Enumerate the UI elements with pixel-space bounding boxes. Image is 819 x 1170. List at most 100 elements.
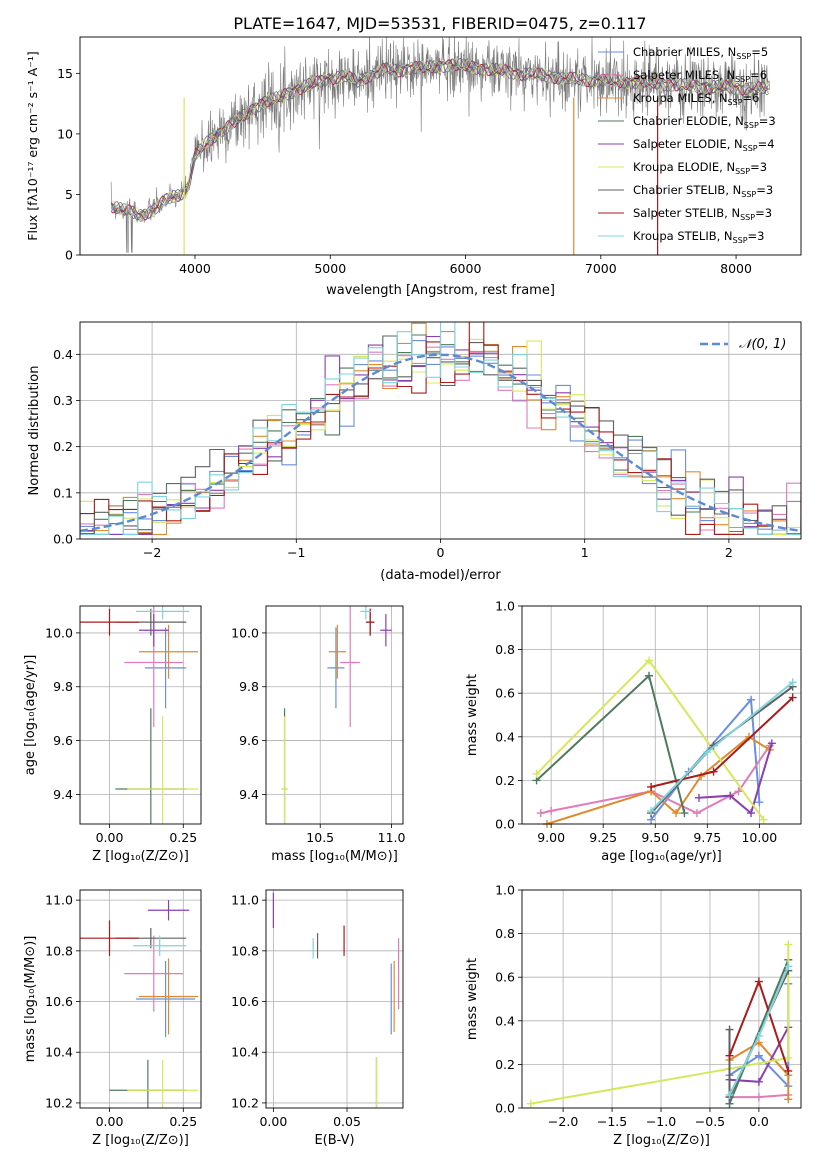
mass-weight-marker: [647, 806, 656, 815]
mass-weight-marker: [784, 1095, 793, 1104]
y-tick-label: 10.0: [45, 625, 73, 640]
mass-weight-marker: [680, 809, 689, 818]
x-tick-label: 2: [725, 545, 733, 560]
axes-frame: [265, 605, 404, 825]
y-tick-label: 0.0: [495, 1101, 515, 1116]
x-tick-label: −1: [287, 545, 305, 560]
legend-subscript: SSP: [743, 144, 758, 153]
axes-frame: [79, 321, 802, 540]
legend-subscript: SSP: [744, 121, 759, 130]
mass-weight-marker: [788, 693, 797, 702]
mass-weight-marker: [754, 977, 763, 986]
mass-weight-marker: [645, 671, 654, 680]
mass-weight-marker: [703, 748, 712, 757]
legend-suffix: =6: [743, 91, 760, 105]
x-tick-label: 11.0: [378, 830, 406, 845]
y-axis-label: mass [log₁₀(M/M⊙)]: [23, 936, 38, 1063]
y-tick-label: 9.8: [239, 679, 259, 694]
legend-label: Kroupa ELODIE, NSSP=3: [633, 160, 767, 176]
x-tick-label: 0.00: [96, 830, 124, 845]
y-tick-label: 1.0: [495, 599, 515, 614]
y-tick-label: 9.8: [53, 679, 73, 694]
legend-suffix: =3: [756, 183, 773, 197]
x-tick-label: 0.25: [169, 1114, 197, 1129]
x-tick-label: 0.25: [169, 830, 197, 845]
legend-label: Salpeter STELIB, NSSP=3: [633, 206, 772, 222]
mass-weight-line: [698, 743, 773, 815]
legend-suffix: =3: [748, 229, 765, 243]
x-axis-label: Z [log₁₀(Z/Z⊙)]: [613, 1133, 710, 1148]
mass-weight-marker: [754, 1077, 763, 1086]
mass-weight-marker: [784, 1053, 793, 1062]
y-tick-label: 10.6: [45, 994, 73, 1009]
model-spectrum-line: [110, 59, 769, 223]
legend-subscript: SSP: [735, 167, 750, 176]
x-axis-label: (data-model)/error: [380, 568, 501, 583]
mass-weight-marker: [759, 815, 768, 824]
y-tick-label: 10.4: [45, 1045, 73, 1060]
axes-frame: [79, 605, 202, 825]
y-tick-label: 1.0: [495, 883, 515, 898]
y-tick-label: 0.6: [495, 686, 515, 701]
x-tick-label: −2: [143, 545, 161, 560]
mass-weight-marker: [788, 678, 797, 687]
x-tick-label: 5000: [314, 261, 346, 276]
x-tick-label: 10.5: [306, 830, 334, 845]
legend-subscript: SSP: [733, 236, 748, 245]
legend-label: Chabrier MILES, NSSP=5: [633, 45, 768, 61]
axes-frame: [521, 605, 802, 825]
mass-weight-marker: [645, 656, 654, 665]
x-tick-label: 0: [437, 545, 445, 560]
mass-weight-line: [650, 697, 761, 821]
mass-weight-marker: [784, 1066, 793, 1075]
mass-weight-marker: [647, 782, 656, 791]
y-axis-label: Flux [fλ10⁻¹⁷ erg cm⁻² s⁻¹ A⁻¹]: [25, 51, 40, 240]
age-vs-metallicity-plot: 0.00 0.25 9.4 9.6 9.8 10.0 Z [log₁₀(Z/Z⊙)] age …: [23, 605, 202, 864]
y-tick-label: 10.8: [231, 943, 259, 958]
legend-subscript: SSP: [728, 98, 743, 107]
y-tick-label: 10.4: [231, 1045, 259, 1060]
y-axis-label: age [log₁₀(age/yr)]: [23, 655, 38, 776]
mass-weight-marker: [547, 806, 556, 815]
legend-label: Salpeter ELODIE, NSSP=4: [633, 137, 775, 153]
y-tick-label: 0.2: [495, 1057, 515, 1072]
y-tick-label: 0.0: [53, 532, 73, 547]
mass-weight-marker: [747, 809, 756, 818]
y-tick-label: 10.0: [231, 625, 259, 640]
legend-subscript: SSP: [735, 75, 750, 84]
y-tick-label: 0.4: [495, 1013, 515, 1028]
y-tick-label: 10: [57, 126, 73, 141]
y-tick-label: 10.2: [45, 1095, 73, 1110]
y-tick-label: 10.6: [231, 994, 259, 1009]
y-tick-label: 9.4: [53, 787, 73, 802]
mass-weight-marker: [734, 787, 743, 796]
x-tick-label: −0.5: [695, 1114, 725, 1129]
mass-weight-marker: [784, 962, 793, 971]
y-tick-label: 0.0: [495, 817, 515, 832]
x-axis-label: mass [log₁₀(M/M⊙)]: [271, 849, 398, 864]
x-tick-label: 0.00: [96, 1114, 124, 1129]
y-tick-label: 0.4: [495, 729, 515, 744]
legend-suffix: =4: [758, 137, 775, 151]
x-tick-label: 9.50: [641, 830, 669, 845]
x-tick-label: 0.00: [259, 1114, 287, 1129]
legend-suffix: =3: [759, 114, 776, 128]
residual-histogram-plot: −2 −1 0 1 2 0.0 0.1 0.2 0.3 0.4 (data-model)/error…: [27, 321, 802, 583]
x-tick-label: 4000: [179, 261, 211, 276]
y-tick-label: 0.8: [495, 642, 515, 657]
mass-weight-marker: [754, 1051, 763, 1060]
mass-vs-ebv-plot: 0.00 0.05 10.2 10.4 10.6 10.8 11.0 E(B-V): [231, 889, 404, 1148]
x-axis-label: age [log₁₀(age/yr)]: [601, 849, 722, 864]
mass-weight-marker: [694, 793, 703, 802]
legend-subscript: SSP: [741, 190, 756, 199]
mass-weight-marker: [725, 1051, 734, 1060]
age-vs-mass-plot: 10.5 11.0 9.4 9.6 9.8 10.0 mass [log₁₀(M/M⊙)]: [231, 605, 406, 864]
axes-frame: [265, 889, 404, 1109]
mass-weight-marker: [725, 1090, 734, 1099]
legend-subscript: SSP: [736, 52, 751, 61]
y-tick-label: 10.2: [231, 1095, 259, 1110]
model-spectrum-line: [110, 58, 769, 217]
mass-weight-marker: [755, 798, 764, 807]
x-tick-label: 10.00: [741, 830, 777, 845]
axes-frame: [521, 889, 802, 1109]
